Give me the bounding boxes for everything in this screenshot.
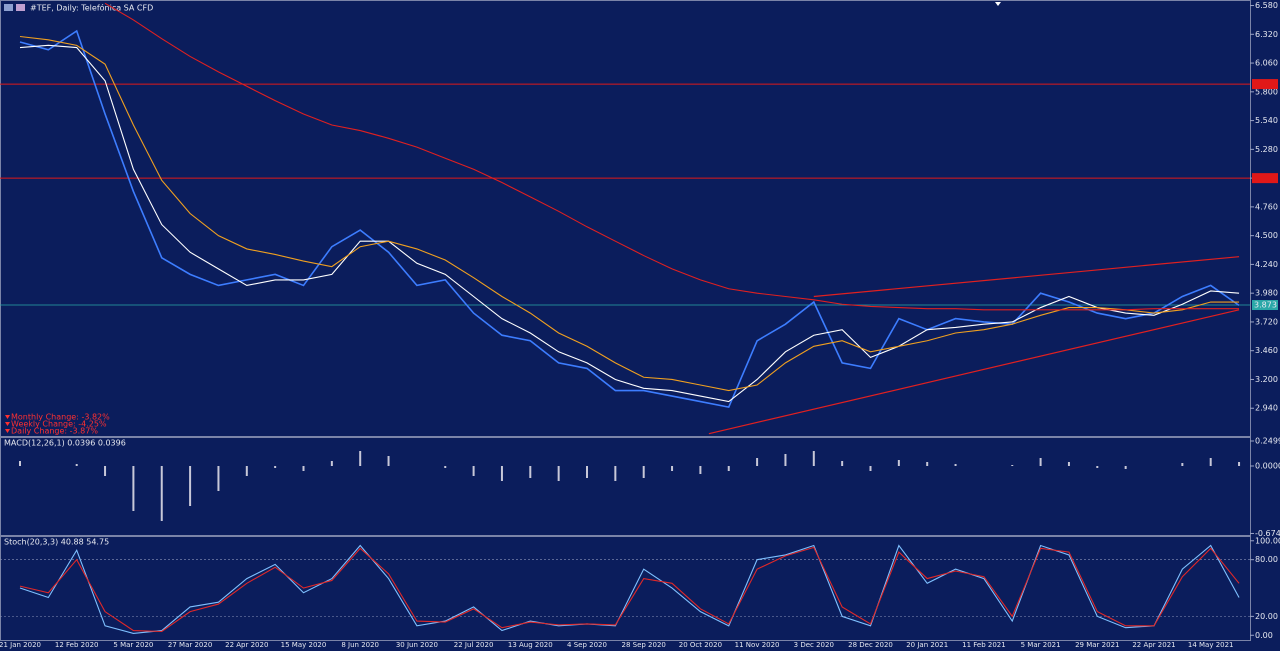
stoch-panel bbox=[0, 536, 1251, 641]
down-arrow bbox=[5, 422, 10, 426]
macd-label: MACD(12,26,1) 0.0396 0.0396 bbox=[4, 439, 126, 448]
y-tick-label: 3.720 bbox=[1255, 317, 1278, 326]
y-tick-label: 4.500 bbox=[1255, 231, 1278, 240]
x-tick-label: 30 Jun 2020 bbox=[396, 641, 438, 649]
x-tick-label: 27 Mar 2020 bbox=[168, 641, 212, 649]
y-tick-label: 6.060 bbox=[1255, 59, 1278, 68]
x-tick-label: 5 Mar 2021 bbox=[1021, 641, 1061, 649]
series-line bbox=[19, 29, 1240, 409]
chart-title: #TEF, Daily: Telefónica SA CFD bbox=[30, 3, 153, 13]
series-line bbox=[19, 35, 1240, 392]
last-price-label: 3.873 bbox=[1254, 301, 1277, 310]
x-tick-label: 8 Jun 2020 bbox=[341, 641, 379, 649]
y-tick-label: 4.240 bbox=[1255, 260, 1278, 269]
x-tick-label: 14 May 2021 bbox=[1188, 641, 1234, 649]
price-panel bbox=[0, 0, 1251, 437]
stoch-label: Stoch(20,3,3) 40.88 54.75 bbox=[4, 538, 109, 547]
x-tick-label: 22 Apr 2021 bbox=[1132, 641, 1175, 649]
x-tick-label: 29 Mar 2021 bbox=[1075, 641, 1119, 649]
x-tick-label: 13 Aug 2020 bbox=[508, 641, 553, 649]
last-price-tag bbox=[1252, 300, 1278, 311]
icon bbox=[16, 4, 25, 11]
x-tick-label: 3 Dec 2020 bbox=[794, 641, 834, 649]
x-tick-label: 28 Sep 2020 bbox=[622, 641, 666, 649]
y-tick-label: 3.980 bbox=[1255, 289, 1278, 298]
series-line bbox=[19, 546, 1240, 633]
change-label: Monthly Change: -3.82% bbox=[11, 413, 110, 422]
y-tick-label: 5.800 bbox=[1255, 87, 1278, 96]
x-tick-label: 21 Jan 2020 bbox=[0, 641, 41, 649]
y-tick-label: 100.00 bbox=[1255, 536, 1280, 545]
x-tick-label: 4 Sep 2020 bbox=[567, 641, 607, 649]
y-tick-label: 4.760 bbox=[1255, 202, 1278, 211]
shift-marker bbox=[995, 2, 1001, 6]
down-arrow bbox=[5, 415, 10, 419]
down-arrow bbox=[5, 429, 10, 433]
y-tick-label: 0.0000 bbox=[1255, 462, 1280, 471]
x-tick-label: 20 Oct 2020 bbox=[679, 641, 722, 649]
x-tick-label: 15 May 2020 bbox=[281, 641, 327, 649]
x-tick-label: 5 Mar 2020 bbox=[113, 641, 153, 649]
icon bbox=[4, 4, 13, 11]
y-tick-label: -0.6747 bbox=[1255, 529, 1280, 538]
y-tick-label: 5.280 bbox=[1255, 145, 1278, 154]
change-label: Weekly Change: -4.25% bbox=[11, 420, 107, 429]
x-tick-label: 22 Jul 2020 bbox=[454, 641, 494, 649]
y-tick-label: 3.460 bbox=[1255, 346, 1278, 355]
x-tick-label: 11 Nov 2020 bbox=[735, 641, 780, 649]
y-tick-label: 6.320 bbox=[1255, 30, 1278, 39]
y-tick-label: 2.940 bbox=[1255, 404, 1278, 413]
trend-line bbox=[708, 309, 1240, 435]
series-line bbox=[19, 544, 1240, 634]
y-tick-label: 0.2499 bbox=[1255, 437, 1280, 446]
y-tick-label: 80.00 bbox=[1255, 555, 1278, 564]
x-tick-label: 11 Feb 2021 bbox=[962, 641, 1006, 649]
y-tick-label: 6.580 bbox=[1255, 1, 1278, 10]
x-tick-label: 20 Jan 2021 bbox=[906, 641, 948, 649]
y-tick-label: 20.00 bbox=[1255, 612, 1278, 621]
x-tick-label: 12 Feb 2020 bbox=[55, 641, 99, 649]
level-tag bbox=[1252, 173, 1278, 184]
series-line bbox=[104, 2, 1240, 311]
x-tick-label: 28 Dec 2020 bbox=[848, 641, 893, 649]
y-tick-label: 0.00 bbox=[1255, 631, 1273, 640]
y-tick-label: 5.540 bbox=[1255, 116, 1278, 125]
change-label: Daily Change: -3.87% bbox=[11, 427, 98, 436]
macd-panel bbox=[0, 437, 1251, 536]
level-tag bbox=[1252, 79, 1278, 90]
x-tick-label: 22 Apr 2020 bbox=[225, 641, 268, 649]
trend-line bbox=[813, 256, 1240, 298]
y-tick-label: 3.200 bbox=[1255, 375, 1278, 384]
